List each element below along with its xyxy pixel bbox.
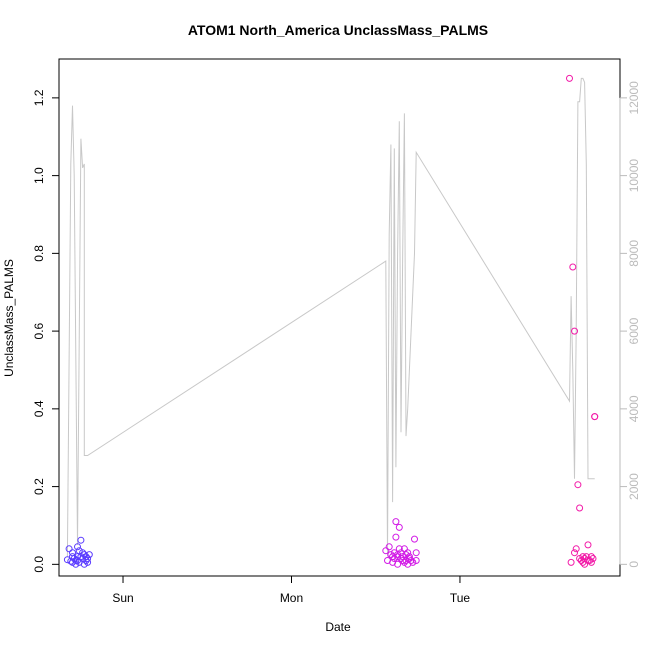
y-tick-label: 1.2 (32, 89, 46, 106)
data-point (584, 541, 592, 549)
x-axis: Sun Mon Tue (112, 575, 471, 605)
data-point (77, 536, 85, 544)
y-tick-label: 0.2 (32, 478, 46, 495)
data-point (72, 560, 80, 568)
y2-tick-label: 10000 (627, 159, 641, 193)
data-point (411, 535, 418, 543)
x-tick-label: Mon (280, 591, 303, 605)
data-point (392, 518, 400, 526)
data-point (582, 553, 590, 561)
data-point (84, 555, 92, 562)
data-point (584, 557, 592, 564)
y2-tick-label: 8000 (627, 240, 641, 267)
data-point (571, 327, 578, 335)
chart-title: ATOM1 North_America UnclassMass_PALMS (188, 22, 488, 38)
data-point (572, 545, 580, 553)
data-point (387, 551, 395, 559)
data-point (382, 547, 390, 555)
data-point (571, 549, 578, 557)
data-point (395, 523, 403, 531)
data-point (587, 558, 595, 566)
data-point (74, 543, 81, 551)
data-point (394, 560, 402, 568)
y-tick-label: 0.4 (32, 400, 46, 417)
data-point (566, 74, 573, 82)
data-point (412, 549, 420, 557)
y2-tick-label: 0 (627, 561, 641, 568)
secondary-line (66, 77, 595, 557)
y-tick-label: 0.6 (32, 322, 46, 339)
data-point (399, 557, 407, 564)
data-point (69, 549, 76, 557)
y2-axis-right: 0 2000 4000 6000 8000 10000 12000 (619, 81, 641, 568)
x-tick-label: Tue (450, 591, 471, 605)
data-point (77, 553, 85, 561)
y2-tick-label: 2000 (627, 473, 641, 500)
y-tick-label: 0.0 (32, 556, 46, 573)
data-point (394, 551, 402, 559)
y2-tick-label: 6000 (627, 317, 641, 344)
data-point (569, 263, 577, 271)
y-axis: 0.0 0.2 0.4 0.6 0.8 1.0 1.2 (32, 89, 60, 573)
x-tick-label: Sun (112, 591, 133, 605)
data-point (407, 557, 415, 564)
data-point (82, 557, 90, 564)
y-tick-label: 1.0 (32, 167, 46, 184)
data-point (567, 558, 575, 566)
data-point (402, 557, 410, 564)
data-point (65, 545, 73, 553)
data-point (574, 481, 582, 489)
x-axis-title: Date (325, 620, 351, 634)
y2-tick-label: 12000 (627, 81, 641, 115)
y-tick-label: 0.8 (32, 245, 46, 262)
points-layer (63, 74, 599, 568)
data-point (576, 504, 584, 512)
data-point (409, 558, 417, 566)
data-point (84, 558, 92, 566)
y-axis-title: UnclassMass_PALMS (2, 259, 16, 377)
data-point (405, 555, 413, 562)
data-point (385, 543, 393, 551)
data-point (74, 557, 81, 564)
y2-tick-label: 4000 (627, 395, 641, 422)
plot-area-frame (58, 58, 621, 577)
data-point (392, 533, 400, 541)
data-point (412, 557, 420, 564)
data-point (85, 551, 93, 559)
data-point (591, 413, 599, 421)
secondary-line-layer (66, 77, 595, 557)
data-point (394, 553, 402, 561)
data-point (579, 553, 587, 561)
data-point (405, 553, 413, 561)
